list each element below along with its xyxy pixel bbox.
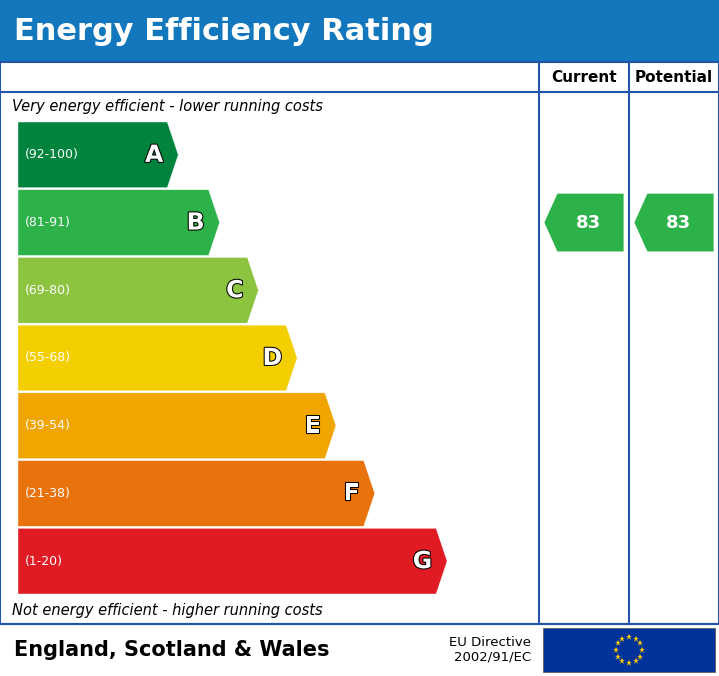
Text: G: G (413, 549, 432, 573)
Polygon shape (18, 393, 336, 458)
Text: (39-54): (39-54) (25, 419, 71, 432)
Bar (543, 628, 715, 672)
Text: (81-91): (81-91) (25, 216, 71, 229)
Polygon shape (18, 122, 178, 188)
Text: F: F (344, 481, 360, 506)
Polygon shape (18, 190, 219, 256)
Text: (69-80): (69-80) (25, 284, 71, 297)
Text: Current: Current (551, 70, 617, 84)
Text: D: D (262, 346, 282, 370)
Text: England, Scotland & Wales: England, Scotland & Wales (14, 640, 329, 660)
Polygon shape (544, 193, 623, 251)
Text: (92-100): (92-100) (25, 148, 79, 162)
Text: Not energy efficient - higher running costs: Not energy efficient - higher running co… (12, 602, 323, 617)
Text: C: C (226, 279, 244, 302)
Bar (0, 0, 719, 62)
Bar (0, 62, 719, 624)
Text: Potential: Potential (635, 70, 713, 84)
Text: B: B (187, 210, 205, 235)
Polygon shape (634, 193, 713, 251)
Polygon shape (18, 528, 447, 594)
Text: E: E (305, 414, 321, 438)
Text: 83: 83 (666, 214, 690, 232)
Text: Very energy efficient - lower running costs: Very energy efficient - lower running co… (12, 99, 323, 114)
Text: 83: 83 (575, 214, 600, 232)
Polygon shape (18, 258, 258, 323)
Text: Energy Efficiency Rating: Energy Efficiency Rating (14, 16, 434, 45)
Polygon shape (18, 325, 297, 391)
Text: (55-68): (55-68) (25, 352, 71, 364)
Text: (21-38): (21-38) (25, 487, 71, 500)
Text: 2002/91/EC: 2002/91/EC (454, 650, 531, 664)
Polygon shape (18, 460, 375, 527)
Text: (1-20): (1-20) (25, 554, 63, 568)
Text: EU Directive: EU Directive (449, 637, 531, 650)
Text: A: A (145, 143, 163, 167)
